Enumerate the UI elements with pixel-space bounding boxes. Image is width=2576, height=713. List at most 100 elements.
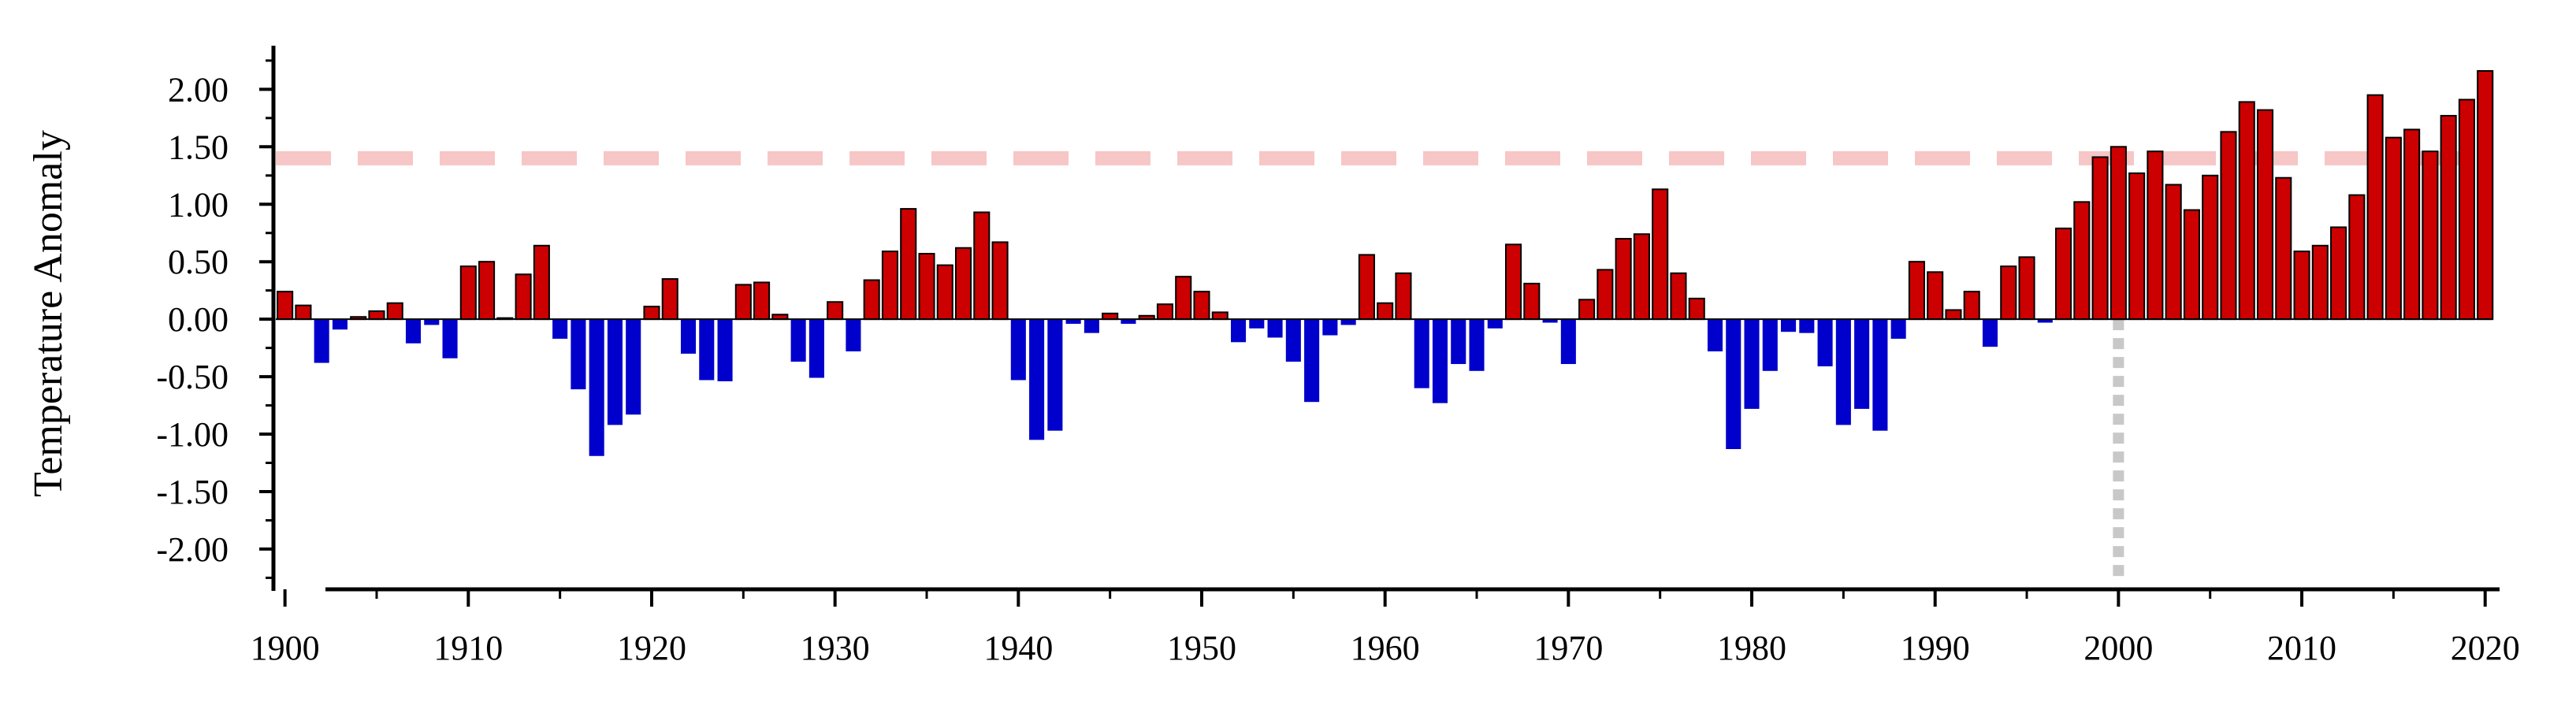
bar-1932 [863,279,880,321]
x-tick-label: 1930 [801,629,870,667]
bar-2012 [2330,226,2347,321]
y-tick-label: 0.50 [168,243,229,281]
bar-1949 [1175,276,1192,321]
bar-1972 [1597,269,1614,321]
bar-1914 [533,244,550,321]
bar-2013 [2348,194,2366,321]
y-tick-label: -0.50 [156,358,229,396]
bar-1976 [1670,272,1687,321]
bar-1917 [589,319,604,456]
bar-2010 [2293,251,2310,321]
bar-1994 [2000,266,2017,321]
bar-1937 [954,247,972,321]
bar-1900 [277,291,294,321]
bar-1922 [680,319,697,354]
bar-1961 [1395,272,1412,321]
bar-1954 [1267,319,1283,338]
bar-1999 [2091,156,2109,321]
x-tick-label: 1970 [1533,629,1603,667]
bar-1902 [314,319,329,363]
bar-1967 [1505,243,1522,321]
bar-1911 [478,261,496,321]
bar-2015 [2385,136,2402,321]
bar-1908 [424,319,440,325]
bar-1907 [405,319,422,344]
bar-1964 [1451,319,1466,365]
bar-1979 [1726,319,1741,450]
axes-group [259,46,2500,607]
bar-1984 [1817,319,1833,366]
bar-1977 [1688,297,1705,321]
y-tick-label: 1.50 [168,128,229,166]
bar-1957 [1322,319,1338,336]
bar-1970 [1560,319,1576,365]
bar-1919 [626,319,641,415]
bar-1983 [1799,319,1815,333]
bars-group [277,70,2494,456]
bar-2011 [2311,244,2329,321]
tick-labels-group: 2.00 1.50 1.00 0.50 0.00 -0.50 -1.00 -1.50 -2.00… [156,70,2519,667]
bar-2019 [2458,98,2475,321]
bar-1903 [332,319,348,330]
bar-1963 [1432,319,1448,403]
bar-1923 [699,319,715,381]
bar-1993 [1982,319,1998,347]
y-tick-label: 0.00 [168,300,229,339]
bar-2016 [2403,128,2421,321]
bar-1982 [1781,319,1797,332]
bar-1953 [1249,319,1265,329]
bar-1906 [386,302,403,321]
bar-1960 [1377,302,1394,321]
bar-1990 [1927,271,1944,321]
bar-1941 [1029,319,1045,440]
bar-1933 [881,251,898,321]
bar-1952 [1230,319,1247,343]
bar-1905 [368,310,385,321]
bar-2004 [2183,209,2200,321]
bar-1997 [2055,227,2072,321]
bar-1913 [515,273,532,321]
bar-1925 [734,284,752,321]
bar-1986 [1854,319,1870,409]
bar-1909 [442,319,458,358]
x-tick-label: 1950 [1167,629,1236,667]
bar-1998 [2073,201,2091,321]
bar-1978 [1707,319,1723,351]
bar-1965 [1469,319,1485,371]
y-tick-label: -1.50 [156,473,229,511]
bar-1975 [1652,188,1669,321]
bar-1951 [1211,311,1229,321]
bar-1995 [2018,256,2035,321]
bar-1915 [552,319,568,339]
bar-1921 [661,278,678,321]
bar-1943 [1065,319,1081,324]
bar-1946 [1121,319,1136,324]
bar-1955 [1285,319,1301,362]
bar-1931 [846,319,861,351]
bar-2006 [2220,131,2237,321]
bar-2014 [2366,94,2384,321]
bar-1992 [1963,291,1980,321]
bar-1918 [607,319,623,425]
bar-1996 [2037,319,2053,323]
y-axis-title: Temperature Anomaly [26,130,71,497]
bar-1916 [571,319,586,390]
y-tick-label: -2.00 [156,530,229,569]
bar-1966 [1487,319,1503,329]
bar-2009 [2275,176,2292,321]
bar-1901 [295,304,312,321]
y-tick-label: 2.00 [168,70,229,109]
bar-1987 [1872,319,1888,431]
x-tick-label: 1900 [251,629,320,667]
bar-1938 [973,211,991,321]
bar-1959 [1358,254,1375,321]
bar-1950 [1193,291,1210,321]
bar-2018 [2440,114,2457,321]
bar-1935 [918,252,935,321]
bar-2001 [2128,172,2146,321]
bar-1942 [1047,319,1063,431]
bar-1936 [936,264,953,321]
bar-1944 [1084,319,1099,333]
